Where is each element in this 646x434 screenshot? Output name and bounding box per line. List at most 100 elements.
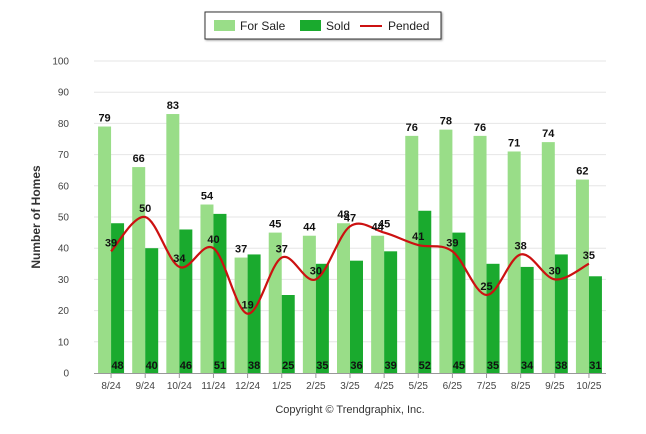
label-pended-3/25: 47 — [344, 212, 356, 224]
y-tick-40: 40 — [58, 244, 70, 255]
y-tick-20: 20 — [58, 306, 70, 317]
bar-sold-9/25 — [554, 254, 568, 373]
bar-sold-8/25 — [520, 266, 534, 373]
bar-sold-7/25 — [486, 263, 500, 373]
bar-for-sale-8/25 — [507, 151, 521, 373]
bar-for-sale-9/25 — [541, 142, 555, 373]
label-sold-9/25: 38 — [555, 360, 567, 372]
label-for-sale-11/24: 54 — [201, 191, 214, 203]
bar-for-sale-4/25 — [371, 235, 385, 373]
bar-sold-3/25 — [350, 260, 363, 373]
label-for-sale-2/25: 44 — [303, 222, 316, 234]
label-sold-2/25: 35 — [316, 360, 328, 372]
label-for-sale-8/24: 79 — [98, 113, 110, 125]
label-pended-9/25: 30 — [549, 265, 561, 277]
bar-for-sale-8/24 — [98, 126, 112, 374]
x-tick-8/25: 8/25 — [511, 381, 531, 392]
label-pended-12/24: 19 — [241, 300, 253, 312]
x-tick-6/25: 6/25 — [443, 381, 463, 392]
y-tick-70: 70 — [58, 150, 70, 161]
label-for-sale-10/25: 62 — [576, 166, 588, 178]
bar-sold-4/25 — [384, 251, 398, 373]
label-for-sale-7/25: 76 — [474, 122, 486, 134]
x-axis-ticks: 8/24 9/24 10/24 11/24 12/24 1/25 2/25 3/25 4/25 5… — [101, 373, 602, 392]
label-pended-10/24: 34 — [173, 253, 186, 265]
x-tick-3/25: 3/25 — [340, 381, 360, 392]
label-for-sale-4/25: 44 — [372, 222, 385, 234]
bar-sold-12/24 — [247, 254, 261, 373]
x-tick-5/25: 5/25 — [409, 381, 429, 392]
y-tick-30: 30 — [58, 275, 70, 286]
x-tick-12/24: 12/24 — [235, 381, 260, 392]
label-sold-9/24: 40 — [146, 360, 158, 372]
y-tick-10: 10 — [58, 337, 70, 348]
label-sold-1/25: 25 — [282, 360, 294, 372]
x-tick-2/25: 2/25 — [306, 381, 326, 392]
legend-label-for-sale[interactable]: For Sale — [240, 19, 286, 33]
label-for-sale-6/25: 78 — [440, 116, 452, 128]
label-pended-4/25: 45 — [378, 219, 390, 231]
label-pended-8/25: 38 — [515, 240, 527, 252]
x-tick-10/25: 10/25 — [576, 381, 601, 392]
label-for-sale-1/25: 45 — [269, 219, 281, 231]
bar-for-sale-2/25 — [302, 235, 316, 373]
label-sold-12/24: 38 — [248, 360, 260, 372]
bar-for-sale-3/25 — [337, 223, 350, 373]
label-pended-1/25: 37 — [276, 244, 288, 256]
x-tick-7/25: 7/25 — [477, 381, 497, 392]
bar-for-sale-6/25 — [439, 129, 453, 373]
x-tick-10/24: 10/24 — [167, 381, 192, 392]
bar-for-sale-11/24 — [200, 204, 214, 373]
y-tick-50: 50 — [58, 213, 70, 224]
label-sold-11/24: 51 — [214, 360, 226, 372]
pended-line — [110, 215, 590, 315]
label-pended-5/25: 41 — [412, 231, 424, 243]
label-pended-11/24: 40 — [207, 234, 219, 246]
bar-for-sale-10/24 — [166, 114, 180, 373]
y-tick-60: 60 — [58, 181, 70, 192]
label-for-sale-5/25: 76 — [406, 122, 418, 134]
y-axis-label: Number of Homes — [29, 165, 43, 269]
bar-for-sale-9/24 — [132, 167, 146, 373]
x-tick-9/25: 9/25 — [545, 381, 565, 392]
label-sold-10/25: 31 — [589, 360, 601, 372]
bar-sold-2/25 — [315, 263, 329, 373]
label-pended-8/24: 39 — [105, 237, 117, 249]
bar-for-sale-5/25 — [405, 135, 419, 373]
label-sold-7/25: 35 — [487, 360, 499, 372]
legend-box — [204, 11, 442, 40]
label-for-sale-12/24: 37 — [235, 244, 247, 256]
legend-swatch-sold[interactable] — [300, 20, 321, 31]
copyright: Copyright © Trendgraphix, Inc. — [275, 404, 424, 416]
label-for-sale-9/24: 66 — [133, 153, 145, 165]
bar-sold-6/25 — [452, 232, 466, 373]
label-sold-8/25: 34 — [521, 360, 534, 372]
y-tick-90: 90 — [58, 88, 70, 99]
x-tick-11/24: 11/24 — [201, 381, 226, 392]
label-sold-10/24: 46 — [180, 360, 192, 372]
label-for-sale-3/25: 48 — [337, 209, 349, 221]
legend-swatch-for-sale[interactable] — [214, 20, 235, 31]
data-labels: 79 48 66 40 83 46 54 51 37 38 45 25 44 35 48 36 44 39 76 52… — [98, 100, 601, 372]
y-axis-ticks: 0 10 20 30 40 50 60 70 80 90 100 — [52, 57, 69, 380]
x-tick-9/24: 9/24 — [135, 381, 155, 392]
label-pended-10/25: 35 — [583, 250, 595, 262]
label-sold-6/25: 45 — [453, 360, 465, 372]
bar-sold-8/24 — [111, 223, 125, 373]
label-pended-9/24: 50 — [139, 203, 151, 215]
label-pended-6/25: 39 — [446, 237, 458, 249]
y-tick-0: 0 — [63, 369, 69, 380]
legend-label-pended[interactable]: Pended — [388, 19, 429, 33]
bar-sold-10/24 — [179, 229, 193, 373]
bar-for-sale-12/24 — [234, 257, 248, 373]
y-tick-80: 80 — [58, 119, 70, 130]
label-for-sale-9/25: 74 — [542, 128, 555, 140]
label-for-sale-8/25: 71 — [508, 137, 520, 149]
label-sold-8/24: 48 — [111, 360, 123, 372]
x-tick-4/25: 4/25 — [374, 381, 394, 392]
label-pended-2/25: 30 — [310, 265, 322, 277]
legend-label-sold[interactable]: Sold — [326, 19, 350, 33]
bar-sold-1/25 — [281, 295, 295, 373]
label-sold-5/25: 52 — [419, 360, 431, 372]
